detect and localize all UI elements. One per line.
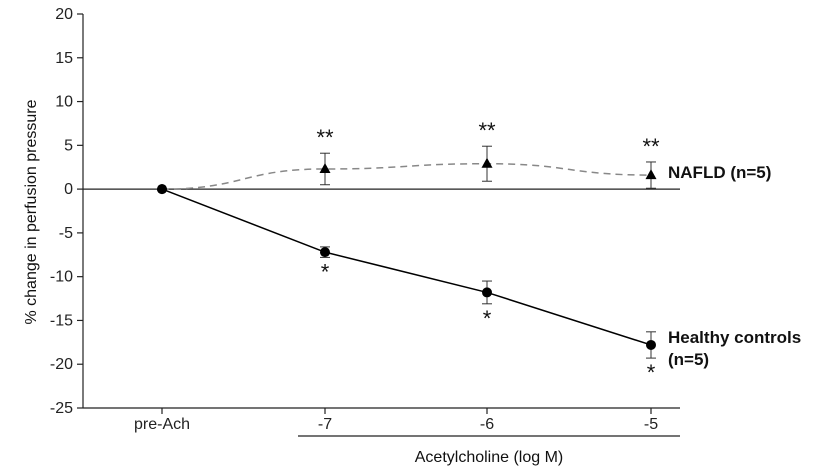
x-tick-label: -7 bbox=[318, 416, 332, 433]
y-tick-label: 20 bbox=[55, 6, 73, 23]
x-tick-label: -6 bbox=[480, 416, 494, 433]
y-tick-label: 5 bbox=[64, 137, 73, 154]
data-point-circle bbox=[320, 247, 330, 258]
significance-marker: ** bbox=[478, 118, 496, 143]
data-point-circle bbox=[157, 184, 167, 195]
data-point-circle bbox=[482, 287, 492, 298]
y-tick-label: 0 bbox=[64, 181, 73, 198]
x-tick-labels: pre-Ach -7 -6 -5 bbox=[134, 416, 658, 433]
y-axis-title: % change in perfusion pressure bbox=[23, 99, 40, 324]
x-axis-title: Acetylcholine (log M) bbox=[415, 449, 564, 466]
data-point-triangle bbox=[319, 162, 331, 173]
series-line bbox=[161, 162, 652, 190]
data-point-triangle bbox=[481, 157, 493, 168]
data-point-circle bbox=[646, 339, 656, 350]
x-tick-label: -5 bbox=[644, 416, 658, 433]
series-label: NAFLD (n=5) bbox=[668, 163, 771, 182]
x-tick-label: pre-Ach bbox=[134, 416, 190, 433]
y-tick-label: -20 bbox=[50, 356, 73, 373]
series-label: (n=5) bbox=[668, 350, 709, 369]
series-group: ** ****NAFLD (n=5)***Healthy controls(n=5… bbox=[157, 118, 801, 385]
significance-marker: * bbox=[483, 306, 492, 331]
y-tick-label: 15 bbox=[55, 50, 73, 67]
data-point-triangle bbox=[645, 169, 657, 180]
significance-marker: ** bbox=[642, 134, 660, 159]
series-nafld: ** ** ** NAFLD (n=5) bbox=[157, 118, 771, 195]
y-tick-label: -10 bbox=[50, 269, 73, 286]
y-tick-label: -15 bbox=[50, 312, 73, 329]
significance-marker: * bbox=[321, 259, 330, 284]
significance-marker: * bbox=[647, 360, 656, 385]
series-line bbox=[161, 188, 652, 346]
series-label: Healthy controls bbox=[668, 328, 801, 347]
y-tick-labels: 20 15 10 5 0 -5 -10 -15 -20 -25 bbox=[50, 6, 73, 417]
y-tick-label: 10 bbox=[55, 94, 73, 111]
axes bbox=[77, 13, 680, 437]
series-healthy-controls: * * * Healthy controls (n=5) bbox=[157, 184, 801, 385]
y-tick-label: -5 bbox=[59, 225, 73, 242]
y-tick-label: -25 bbox=[50, 400, 73, 417]
significance-marker: ** bbox=[316, 125, 334, 150]
